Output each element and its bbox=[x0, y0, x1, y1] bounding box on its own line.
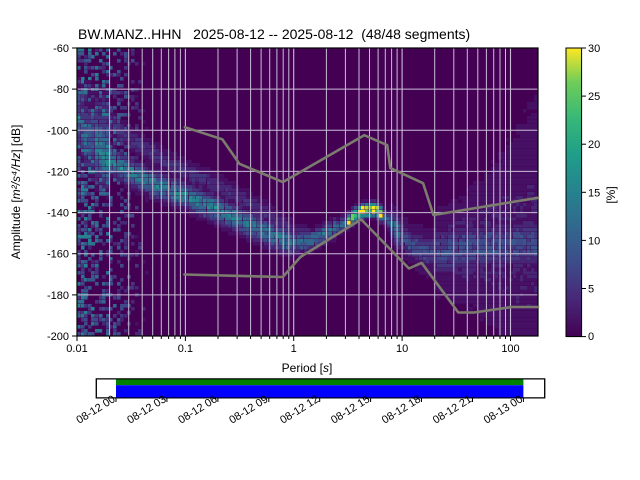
svg-text:-100: -100 bbox=[47, 125, 69, 137]
svg-text:10: 10 bbox=[588, 235, 600, 247]
svg-text:0.1: 0.1 bbox=[178, 343, 193, 355]
svg-text:-80: -80 bbox=[53, 84, 69, 96]
svg-text:5: 5 bbox=[588, 284, 594, 296]
svg-text:0.01: 0.01 bbox=[66, 343, 87, 355]
svg-text:-200: -200 bbox=[47, 331, 69, 343]
svg-text:15: 15 bbox=[588, 187, 600, 199]
svg-text:10: 10 bbox=[396, 343, 408, 355]
svg-text:25: 25 bbox=[588, 91, 600, 103]
svg-text:Period [s]: Period [s] bbox=[282, 361, 333, 375]
svg-text:BW.MANZ..HHN 2025-08-12 -- 2: BW.MANZ..HHN 2025-08-12 -- 2025-08-12 (4… bbox=[78, 26, 470, 42]
svg-text:-140: -140 bbox=[47, 208, 69, 220]
svg-text:-160: -160 bbox=[47, 249, 69, 261]
svg-text:-180: -180 bbox=[47, 290, 69, 302]
svg-text:0: 0 bbox=[588, 331, 594, 343]
svg-text:20: 20 bbox=[588, 139, 600, 151]
svg-text:30: 30 bbox=[588, 43, 600, 55]
svg-text:[%]: [%] bbox=[604, 186, 618, 203]
svg-text:Amplitude [m²/s⁴/Hz] [dB]: Amplitude [m²/s⁴/Hz] [dB] bbox=[9, 125, 23, 260]
svg-text:-120: -120 bbox=[47, 166, 69, 178]
svg-text:1: 1 bbox=[291, 343, 297, 355]
svg-text:-60: -60 bbox=[53, 43, 69, 55]
svg-text:100: 100 bbox=[501, 343, 519, 355]
